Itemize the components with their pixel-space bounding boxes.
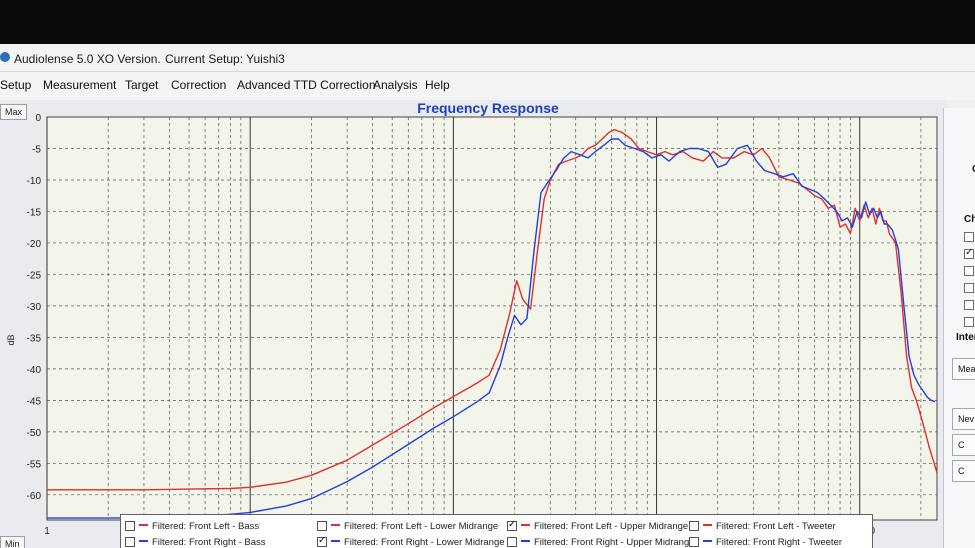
channel-checkbox[interactable] [964,247,974,259]
menu-advanced-ttd-correction[interactable]: Advanced TTD Correction [237,78,376,92]
measure-button[interactable]: Mea [952,358,975,380]
menu-measurement[interactable]: Measurement [43,78,117,92]
y-tick-label: -50 [27,428,42,439]
channels-label: Ch [964,214,975,225]
channel-checkbox[interactable] [964,283,974,293]
side-button-c1[interactable]: C [952,434,975,456]
y-tick-label: -10 [27,176,42,187]
legend-swatch [331,524,340,526]
y-tick-label: -20 [27,239,42,250]
legend-label: Filtered: Front Left - Tweeter [716,521,836,532]
legend-item-front-right-lower-midrange[interactable]: Filtered: Front Right - Lower Midrange [317,535,505,548]
y-tick-label: -5 [32,144,41,155]
series-line-front-right [47,138,936,519]
legend-item-front-right-tweeter[interactable]: Filtered: Front Right - Tweeter [689,537,842,548]
max-button[interactable]: Max [0,104,28,120]
app-title: Audiolense 5.0 XO Version. [14,52,161,66]
interval-label: Inter [956,332,975,343]
menu-target[interactable]: Target [125,78,159,92]
y-tick-label: -60 [27,491,42,502]
legend-item-front-right-upper-midrange[interactable]: Filtered: Front Right - Upper Midrange [507,537,695,548]
current-setup-label: Current Setup: Yuishi3 [165,52,285,66]
channel-checkbox[interactable] [964,266,974,276]
channel-checkbox[interactable] [964,300,974,310]
channel-checkbox[interactable] [964,232,974,242]
plot-area [46,116,938,521]
legend-label: Filtered: Front Left - Upper Midrange [534,521,689,532]
legend-swatch [521,540,530,542]
legend-label: Filtered: Front Right - Lower Midrange [344,537,505,548]
y-axis-label: dB [6,334,16,345]
side-button-c2[interactable]: C [952,460,975,482]
series-line-front-left [47,128,938,491]
legend-item-front-right-bass[interactable]: Filtered: Front Right - Bass [125,537,266,548]
legend-item-front-left-bass[interactable]: Filtered: Front Left - Bass [125,521,259,532]
legend-item-front-left-tweeter[interactable]: Filtered: Front Left - Tweeter [689,521,836,532]
legend-label: Filtered: Front Left - Lower Midrange [344,521,499,532]
y-tick-label: -25 [27,270,42,281]
legend-checkbox[interactable] [507,519,517,531]
app-window: Audiolense 5.0 XO Version. Current Setup… [0,44,975,548]
y-tick-label: -40 [27,365,42,376]
legend-checkbox[interactable] [317,535,327,547]
menu-help[interactable]: Help [425,78,450,92]
app-logo-icon [0,52,10,62]
legend-swatch [139,524,148,526]
legend-label: Filtered: Front Right - Upper Midrange [534,537,695,548]
legend-item-front-left-upper-midrange[interactable]: Filtered: Front Left - Upper Midrange [507,519,689,532]
legend-swatch [703,540,712,542]
menu-bar: Setup Measurement Target Correction Adva… [0,72,975,100]
legend-checkbox[interactable] [317,521,327,531]
legend-swatch [703,524,712,526]
legend-checkbox[interactable] [125,521,135,531]
chart-panel: Max 0 -5 -10 -15 -20 -25 -30 -35 -40 -45 -50 -55 -60… [0,100,945,548]
menu-analysis[interactable]: Analysis [373,78,418,92]
y-tick-label: 0 [35,113,41,124]
y-tick-label: -30 [27,302,42,313]
legend-swatch [331,540,340,542]
channel-checkbox[interactable] [964,317,974,327]
legend-checkbox[interactable] [689,521,699,531]
y-tick-label: -55 [27,459,42,470]
min-button[interactable]: Min [0,536,25,548]
legend: Filtered: Front Left - Bass Filtered: Fr… [120,514,873,548]
legend-label: Filtered: Front Left - Bass [152,521,260,532]
legend-label: Filtered: Front Right - Tweeter [716,537,843,548]
legend-swatch [139,540,148,542]
legend-checkbox[interactable] [125,537,135,547]
y-tick-label: -35 [27,333,42,344]
legend-label: Filtered: Front Right - Bass [152,537,266,548]
frequency-response-chart: 0-5-10-15-20-25-30-35-40-45-50-55-601101… [6,100,938,548]
legend-swatch [521,524,530,526]
legend-checkbox[interactable] [689,537,699,547]
legend-item-front-left-lower-midrange[interactable]: Filtered: Front Left - Lower Midrange [317,521,498,532]
chart-title: Frequency Response [417,100,559,116]
legend-checkbox[interactable] [507,537,517,547]
new-button[interactable]: Nev [952,408,975,430]
x-tick-label: 1 [44,526,50,537]
menu-setup[interactable]: Setup [0,78,32,92]
side-panel: C Ch Inter Mea Nev C C [943,108,975,548]
title-bar: Audiolense 5.0 XO Version. Current Setup… [0,44,975,72]
y-tick-label: -45 [27,396,42,407]
panel-label-c: C [972,164,975,175]
menu-correction[interactable]: Correction [171,78,227,92]
y-tick-label: -15 [27,207,42,218]
